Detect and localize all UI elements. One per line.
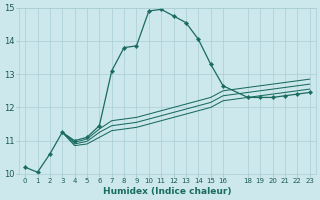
X-axis label: Humidex (Indice chaleur): Humidex (Indice chaleur) xyxy=(103,187,232,196)
